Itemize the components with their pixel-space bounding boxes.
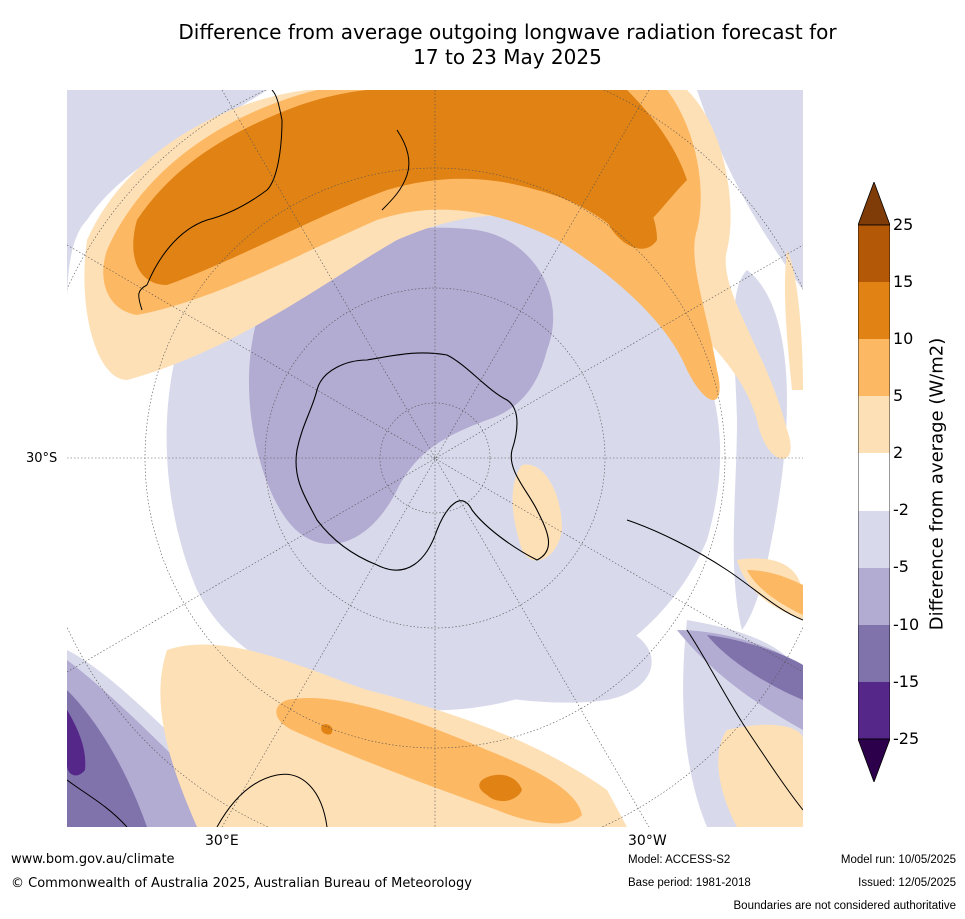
colorbar-tick: -25 xyxy=(893,731,919,747)
colorbar-bin-15-25 xyxy=(858,225,890,282)
colorbar-tick: 10 xyxy=(893,331,913,347)
title-line-2: 17 to 23 May 2025 xyxy=(0,45,965,70)
chart-title: Difference from average outgoing longwav… xyxy=(0,20,965,70)
colorbar-tick: -15 xyxy=(893,674,919,690)
colorbar-extend-high xyxy=(858,182,890,225)
olr-anomaly-map xyxy=(67,90,803,827)
colorbar-bin-2-5 xyxy=(858,396,890,453)
colorbar-tick: 25 xyxy=(893,217,913,233)
footer-url: www.bom.gov.au/climate xyxy=(11,852,175,867)
colorbar-bin-neutral xyxy=(858,453,890,511)
colorbar-tick: -5 xyxy=(893,559,909,575)
colorbar-tick: 15 xyxy=(893,274,913,290)
colorbar-bin-10-15 xyxy=(858,282,890,339)
colorbar-tick: 2 xyxy=(893,445,903,461)
colorbar-bin-minus-10-15 xyxy=(858,625,890,682)
colorbar-bin-minus-15-25 xyxy=(858,682,890,739)
anomaly-region-light-orange xyxy=(718,725,803,827)
colorbar-bin-minus-2-5 xyxy=(858,511,890,568)
longitude-label-30e: 30°E xyxy=(205,833,239,849)
colorbar-bin-5-10 xyxy=(858,339,890,396)
longitude-label-30w: 30°W xyxy=(628,833,667,849)
footer-base-period: Base period: 1981-2018 xyxy=(628,877,751,889)
title-line-1: Difference from average outgoing longwav… xyxy=(0,20,965,45)
footer-model-run: Model run: 10/05/2025 xyxy=(841,854,956,866)
footer-model: Model: ACCESS-S2 xyxy=(628,854,730,866)
colorbar-bin-minus-5-10 xyxy=(858,568,890,625)
footer-issued: Issued: 12/05/2025 xyxy=(858,877,956,889)
footer-copyright: © Commonwealth of Australia 2025, Austra… xyxy=(11,876,472,891)
colorbar-tick: -10 xyxy=(893,617,919,633)
colorbar-extend-low xyxy=(858,739,890,782)
footer-disclaimer: Boundaries are not considered authoritat… xyxy=(734,900,956,912)
colorbar-tick: -2 xyxy=(893,502,909,518)
colorbar-tick: 5 xyxy=(893,388,903,404)
latitude-label-30s: 30°S xyxy=(26,451,57,466)
colorbar-title-text: Difference from average (W/m2) xyxy=(927,338,948,630)
colorbar xyxy=(858,182,890,782)
